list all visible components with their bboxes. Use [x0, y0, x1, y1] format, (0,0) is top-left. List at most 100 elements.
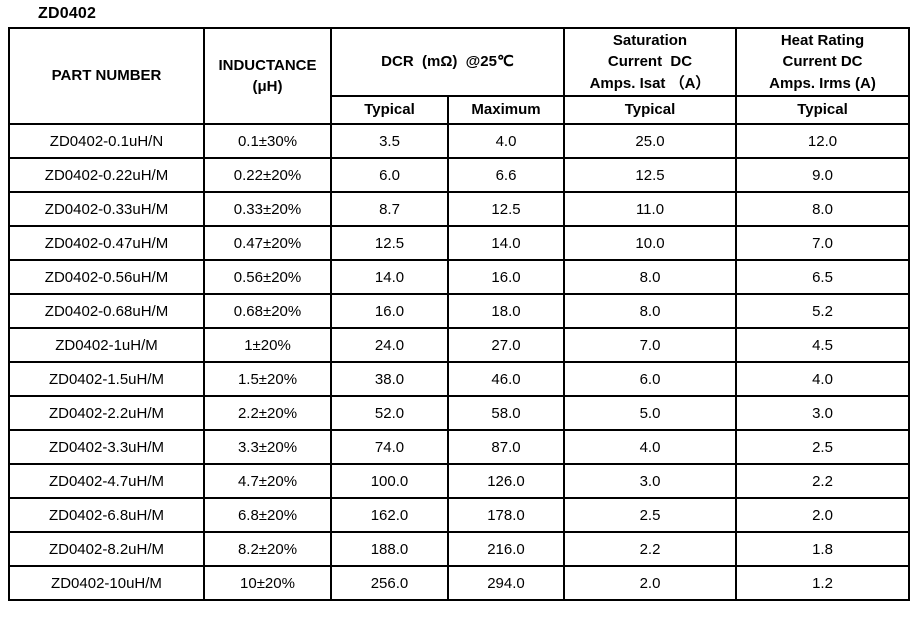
- inductance-cell: 0.22±20%: [203, 157, 332, 193]
- isat-typical-cell: 3.0: [563, 463, 737, 499]
- subheader-dcr-maximum: Maximum: [447, 95, 565, 125]
- dcr-typical-cell: 12.5: [330, 225, 449, 261]
- part-number-cell: ZD0402-0.1uH/N: [8, 123, 205, 159]
- isat-typical-cell: 8.0: [563, 259, 737, 295]
- dcr-typical-cell: 100.0: [330, 463, 449, 499]
- dcr-typical-cell: 74.0: [330, 429, 449, 465]
- header-dcr: DCR (mΩ) @25℃: [330, 27, 565, 97]
- dcr-maximum-cell: 14.0: [447, 225, 565, 261]
- dcr-typical-cell: 38.0: [330, 361, 449, 397]
- irms-typical-cell: 4.0: [735, 361, 910, 397]
- dcr-maximum-cell: 216.0: [447, 531, 565, 567]
- part-number-cell: ZD0402-0.47uH/M: [8, 225, 205, 261]
- isat-typical-cell: 11.0: [563, 191, 737, 227]
- header-saturation-current: Saturation Current DC Amps. Isat （A）: [563, 27, 737, 97]
- table-row: ZD0402-0.1uH/N 0.1±30% 3.5 4.0 25.0 12.0: [8, 123, 910, 159]
- table-row: ZD0402-0.47uH/M 0.47±20% 12.5 14.0 10.0 7.0: [8, 225, 910, 261]
- table-row: ZD0402-1uH/M 1±20% 24.0 27.0 7.0 4.5: [8, 327, 910, 363]
- irms-typical-cell: 2.2: [735, 463, 910, 499]
- subheader-irms-typical: Typical: [735, 95, 910, 125]
- part-number-cell: ZD0402-1uH/M: [8, 327, 205, 363]
- inductance-cell: 10±20%: [203, 565, 332, 601]
- dcr-maximum-cell: 16.0: [447, 259, 565, 295]
- part-number-cell: ZD0402-0.56uH/M: [8, 259, 205, 295]
- part-number-cell: ZD0402-6.8uH/M: [8, 497, 205, 533]
- isat-typical-cell: 10.0: [563, 225, 737, 261]
- isat-typical-cell: 7.0: [563, 327, 737, 363]
- dcr-maximum-cell: 87.0: [447, 429, 565, 465]
- inductance-cell: 1.5±20%: [203, 361, 332, 397]
- table-row: ZD0402-4.7uH/M 4.7±20% 100.0 126.0 3.0 2.2: [8, 463, 910, 499]
- table-row: ZD0402-0.56uH/M 0.56±20% 14.0 16.0 8.0 6.5: [8, 259, 910, 295]
- dcr-maximum-cell: 12.5: [447, 191, 565, 227]
- isat-typical-cell: 25.0: [563, 123, 737, 159]
- part-number-cell: ZD0402-3.3uH/M: [8, 429, 205, 465]
- dcr-typical-cell: 52.0: [330, 395, 449, 431]
- dcr-typical-cell: 24.0: [330, 327, 449, 363]
- inductance-cell: 4.7±20%: [203, 463, 332, 499]
- subheader-dcr-typical: Typical: [330, 95, 449, 125]
- dcr-maximum-cell: 178.0: [447, 497, 565, 533]
- irms-typical-cell: 4.5: [735, 327, 910, 363]
- part-number-cell: ZD0402-8.2uH/M: [8, 531, 205, 567]
- part-number-cell: ZD0402-1.5uH/M: [8, 361, 205, 397]
- page-title: ZD0402: [38, 5, 97, 22]
- subheader-isat-typical: Typical: [563, 95, 737, 125]
- spec-table: PART NUMBER INDUCTANCE (μH) DCR (mΩ) @25…: [8, 27, 910, 601]
- irms-typical-cell: 2.5: [735, 429, 910, 465]
- isat-typical-cell: 12.5: [563, 157, 737, 193]
- inductance-cell: 3.3±20%: [203, 429, 332, 465]
- irms-typical-cell: 12.0: [735, 123, 910, 159]
- table-row: ZD0402-2.2uH/M 2.2±20% 52.0 58.0 5.0 3.0: [8, 395, 910, 431]
- isat-typical-cell: 8.0: [563, 293, 737, 329]
- part-number-cell: ZD0402-10uH/M: [8, 565, 205, 601]
- dcr-maximum-cell: 6.6: [447, 157, 565, 193]
- dcr-maximum-cell: 27.0: [447, 327, 565, 363]
- irms-typical-cell: 5.2: [735, 293, 910, 329]
- dcr-maximum-cell: 4.0: [447, 123, 565, 159]
- inductance-cell: 0.33±20%: [203, 191, 332, 227]
- table-row: ZD0402-1.5uH/M 1.5±20% 38.0 46.0 6.0 4.0: [8, 361, 910, 397]
- part-number-cell: ZD0402-0.33uH/M: [8, 191, 205, 227]
- irms-typical-cell: 9.0: [735, 157, 910, 193]
- table-row: ZD0402-0.22uH/M 0.22±20% 6.0 6.6 12.5 9.0: [8, 157, 910, 193]
- inductance-cell: 0.68±20%: [203, 293, 332, 329]
- irms-typical-cell: 3.0: [735, 395, 910, 431]
- isat-typical-cell: 6.0: [563, 361, 737, 397]
- irms-typical-cell: 8.0: [735, 191, 910, 227]
- dcr-maximum-cell: 58.0: [447, 395, 565, 431]
- irms-typical-cell: 1.2: [735, 565, 910, 601]
- inductance-cell: 8.2±20%: [203, 531, 332, 567]
- table-row: ZD0402-10uH/M 10±20% 256.0 294.0 2.0 1.2: [8, 565, 910, 601]
- inductance-cell: 2.2±20%: [203, 395, 332, 431]
- table-row: ZD0402-8.2uH/M 8.2±20% 188.0 216.0 2.2 1.8: [8, 531, 910, 567]
- isat-typical-cell: 5.0: [563, 395, 737, 431]
- table-row: ZD0402-6.8uH/M 6.8±20% 162.0 178.0 2.5 2.0: [8, 497, 910, 533]
- part-number-cell: ZD0402-2.2uH/M: [8, 395, 205, 431]
- dcr-typical-cell: 8.7: [330, 191, 449, 227]
- table-row: ZD0402-0.68uH/M 0.68±20% 16.0 18.0 8.0 5.2: [8, 293, 910, 329]
- header-inductance: INDUCTANCE (μH): [203, 27, 332, 125]
- inductance-cell: 1±20%: [203, 327, 332, 363]
- table-header: PART NUMBER INDUCTANCE (μH) DCR (mΩ) @25…: [8, 27, 910, 125]
- table-row: ZD0402-0.33uH/M 0.33±20% 8.7 12.5 11.0 8.0: [8, 191, 910, 227]
- table-body: ZD0402-0.1uH/N 0.1±30% 3.5 4.0 25.0 12.0 ZD040…: [8, 123, 910, 601]
- dcr-typical-cell: 16.0: [330, 293, 449, 329]
- dcr-typical-cell: 256.0: [330, 565, 449, 601]
- dcr-maximum-cell: 126.0: [447, 463, 565, 499]
- inductance-cell: 0.56±20%: [203, 259, 332, 295]
- isat-typical-cell: 2.0: [563, 565, 737, 601]
- dcr-maximum-cell: 46.0: [447, 361, 565, 397]
- dcr-typical-cell: 188.0: [330, 531, 449, 567]
- inductance-cell: 6.8±20%: [203, 497, 332, 533]
- dcr-typical-cell: 6.0: [330, 157, 449, 193]
- inductance-cell: 0.47±20%: [203, 225, 332, 261]
- part-number-cell: ZD0402-4.7uH/M: [8, 463, 205, 499]
- isat-typical-cell: 2.5: [563, 497, 737, 533]
- dcr-maximum-cell: 18.0: [447, 293, 565, 329]
- header-part-number: PART NUMBER: [8, 27, 205, 125]
- inductance-cell: 0.1±30%: [203, 123, 332, 159]
- dcr-typical-cell: 3.5: [330, 123, 449, 159]
- dcr-maximum-cell: 294.0: [447, 565, 565, 601]
